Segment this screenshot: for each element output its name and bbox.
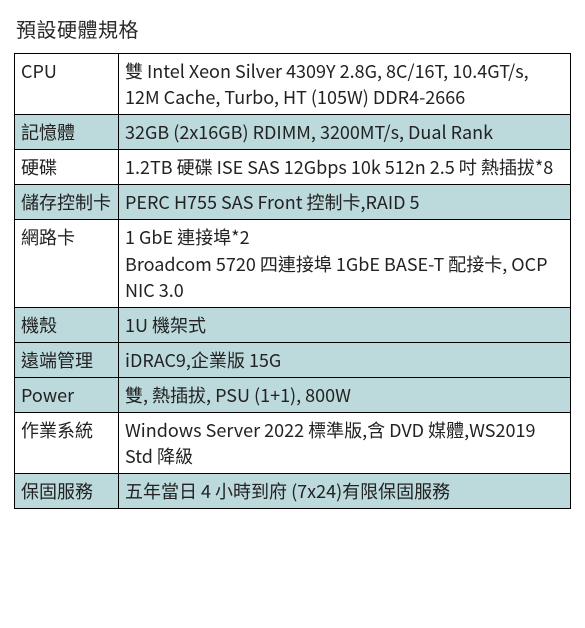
spec-label-nic: 網路卡 xyxy=(15,220,119,307)
spec-value-warranty: 五年當日 4 小時到府 (7x24)有限保固服務 xyxy=(119,474,571,509)
spec-value-os: Windows Server 2022 標準版,含 DVD 媒體,WS2019 … xyxy=(119,413,571,474)
table-row: 網路卡1 GbE 連接埠*2Broadcom 5720 四連接埠 1GbE BA… xyxy=(15,220,571,307)
spec-value-mgmt: iDRAC9,企業版 15G xyxy=(119,342,571,377)
spec-label-raid: 儲存控制卡 xyxy=(15,185,119,220)
spec-value-chassis: 1U 機架式 xyxy=(119,307,571,342)
spec-label-cpu: CPU xyxy=(15,54,119,115)
spec-value-power: 雙, 熱插拔, PSU (1+1), 800W xyxy=(119,377,571,412)
table-row: 硬碟1.2TB 硬碟 ISE SAS 12Gbps 10k 512n 2.5 吋… xyxy=(15,150,571,185)
spec-value-hdd: 1.2TB 硬碟 ISE SAS 12Gbps 10k 512n 2.5 吋 熱… xyxy=(119,150,571,185)
spec-label-chassis: 機殼 xyxy=(15,307,119,342)
section-title: 預設硬體規格 xyxy=(16,14,571,43)
table-row: 記憶體32GB (2x16GB) RDIMM, 3200MT/s, Dual R… xyxy=(15,115,571,150)
spec-value-cpu: 雙 Intel Xeon Silver 4309Y 2.8G, 8C/16T, … xyxy=(119,54,571,115)
spec-table: CPU雙 Intel Xeon Silver 4309Y 2.8G, 8C/16… xyxy=(14,53,571,509)
table-row: 保固服務五年當日 4 小時到府 (7x24)有限保固服務 xyxy=(15,474,571,509)
spec-label-mgmt: 遠端管理 xyxy=(15,342,119,377)
table-row: 作業系統Windows Server 2022 標準版,含 DVD 媒體,WS2… xyxy=(15,413,571,474)
table-row: 遠端管理iDRAC9,企業版 15G xyxy=(15,342,571,377)
spec-value-raid: PERC H755 SAS Front 控制卡,RAID 5 xyxy=(119,185,571,220)
spec-label-power: Power xyxy=(15,377,119,412)
spec-table-body: CPU雙 Intel Xeon Silver 4309Y 2.8G, 8C/16… xyxy=(15,54,571,509)
table-row: Power雙, 熱插拔, PSU (1+1), 800W xyxy=(15,377,571,412)
spec-label-warranty: 保固服務 xyxy=(15,474,119,509)
table-row: 儲存控制卡PERC H755 SAS Front 控制卡,RAID 5 xyxy=(15,185,571,220)
spec-label-os: 作業系統 xyxy=(15,413,119,474)
table-row: CPU雙 Intel Xeon Silver 4309Y 2.8G, 8C/16… xyxy=(15,54,571,115)
spec-label-hdd: 硬碟 xyxy=(15,150,119,185)
spec-value-nic: 1 GbE 連接埠*2Broadcom 5720 四連接埠 1GbE BASE-… xyxy=(119,220,571,307)
spec-label-memory: 記憶體 xyxy=(15,115,119,150)
spec-value-memory: 32GB (2x16GB) RDIMM, 3200MT/s, Dual Rank xyxy=(119,115,571,150)
table-row: 機殼1U 機架式 xyxy=(15,307,571,342)
